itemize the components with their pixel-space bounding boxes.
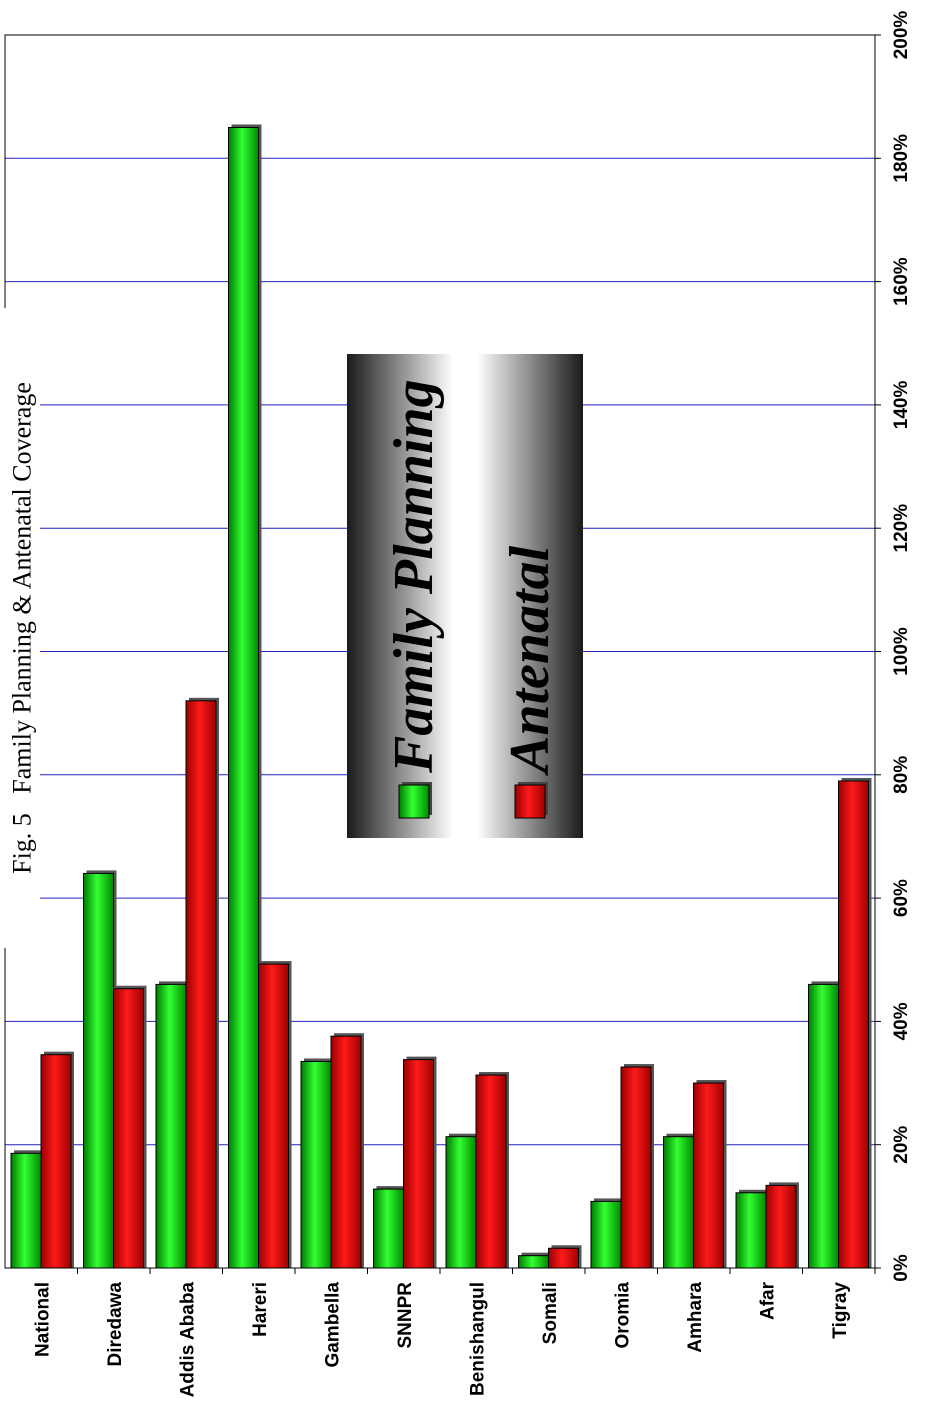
bar-family-planning-diredawa [83, 872, 114, 1269]
category-label-amhara: Amhara [685, 1282, 706, 1353]
bar-antenatal-addis-ababa [185, 700, 217, 1269]
category-label-afar: Afar [757, 1281, 778, 1320]
tick-label-5: 100% [891, 627, 912, 676]
tick-label-3: 60% [891, 879, 912, 917]
legend-label-antenatal: Antenatal [499, 545, 561, 776]
tick-labels: 0% 20% 40% 60% 80% 100% 120% 140% 160% 180% 200% [891, 11, 912, 1282]
bar-antenatal-benishangul [475, 1074, 507, 1269]
tick-label-2: 40% [891, 1002, 912, 1040]
bar-antenatal-diredawa [113, 988, 144, 1269]
category-label-tigray: Tigray [830, 1282, 851, 1339]
bar-family-planning-afar [735, 1192, 767, 1269]
category-label-hareri: Hareri [250, 1282, 271, 1337]
legend: Family Planning Antenatal [347, 354, 583, 838]
legend-swatch-family-planning [398, 784, 430, 819]
bar-antenatal-tigray [838, 780, 869, 1269]
category-label-diredawa: Diredawa [105, 1282, 126, 1367]
bar-antenatal-hareri [258, 963, 289, 1269]
bar-antenatal-snnpr [403, 1059, 434, 1269]
bar-family-planning-oromia [590, 1200, 622, 1269]
category-label-somali: Somali [540, 1282, 561, 1344]
tick-label-6: 120% [891, 504, 912, 553]
tick-label-1: 20% [891, 1126, 912, 1164]
bar-antenatal-oromia [620, 1066, 652, 1269]
bar-antenatal-afar [765, 1184, 797, 1269]
title-backdrop [4, 308, 40, 948]
category-label-addis-ababa: Addis Ababa [177, 1282, 198, 1398]
bar-family-planning-national [10, 1152, 42, 1269]
bar-family-planning-gambella [300, 1060, 332, 1269]
category-label-oromia: Oromia [612, 1282, 633, 1349]
legend-swatch-antenatal [514, 784, 546, 819]
tick-label-8: 160% [891, 257, 912, 306]
bar-antenatal-somali [548, 1247, 579, 1269]
legend-label-family-planning: Family Planning [383, 379, 445, 774]
category-label-snnpr: SNNPR [395, 1282, 416, 1349]
bar-antenatal-amhara [693, 1082, 724, 1269]
category-label-national: National [32, 1282, 53, 1357]
bar-family-planning-amhara [663, 1136, 694, 1269]
tick-label-10: 200% [891, 11, 912, 60]
bar-family-planning-hareri [228, 126, 259, 1269]
chart-title-text: Fig. 5 Family Planning & Antenatal Cover… [8, 382, 37, 874]
bar-family-planning-snnpr [373, 1188, 404, 1269]
bar-antenatal-gambella [330, 1035, 362, 1269]
bars [10, 124, 872, 1269]
tick-label-4: 80% [891, 756, 912, 794]
bar-family-planning-benishangul [445, 1136, 477, 1269]
legend-box [347, 354, 583, 838]
category-label-gambella: Gambella [322, 1282, 343, 1368]
bar-family-planning-tigray [808, 983, 839, 1269]
bar-antenatal-national [40, 1054, 72, 1269]
bar-family-planning-somali [518, 1255, 549, 1269]
chart-title: Fig. 5 Family Planning & Antenatal Cover… [4, 308, 40, 948]
category-label-benishangul: Benishangul [467, 1282, 488, 1396]
tick-label-9: 180% [891, 134, 912, 183]
tick-label-7: 140% [891, 381, 912, 430]
tick-label-0: 0% [891, 1254, 912, 1282]
category-labels: National Diredawa Addis Ababa Hareri Gambell… [32, 1281, 851, 1397]
bar-family-planning-addis-ababa [155, 983, 187, 1269]
